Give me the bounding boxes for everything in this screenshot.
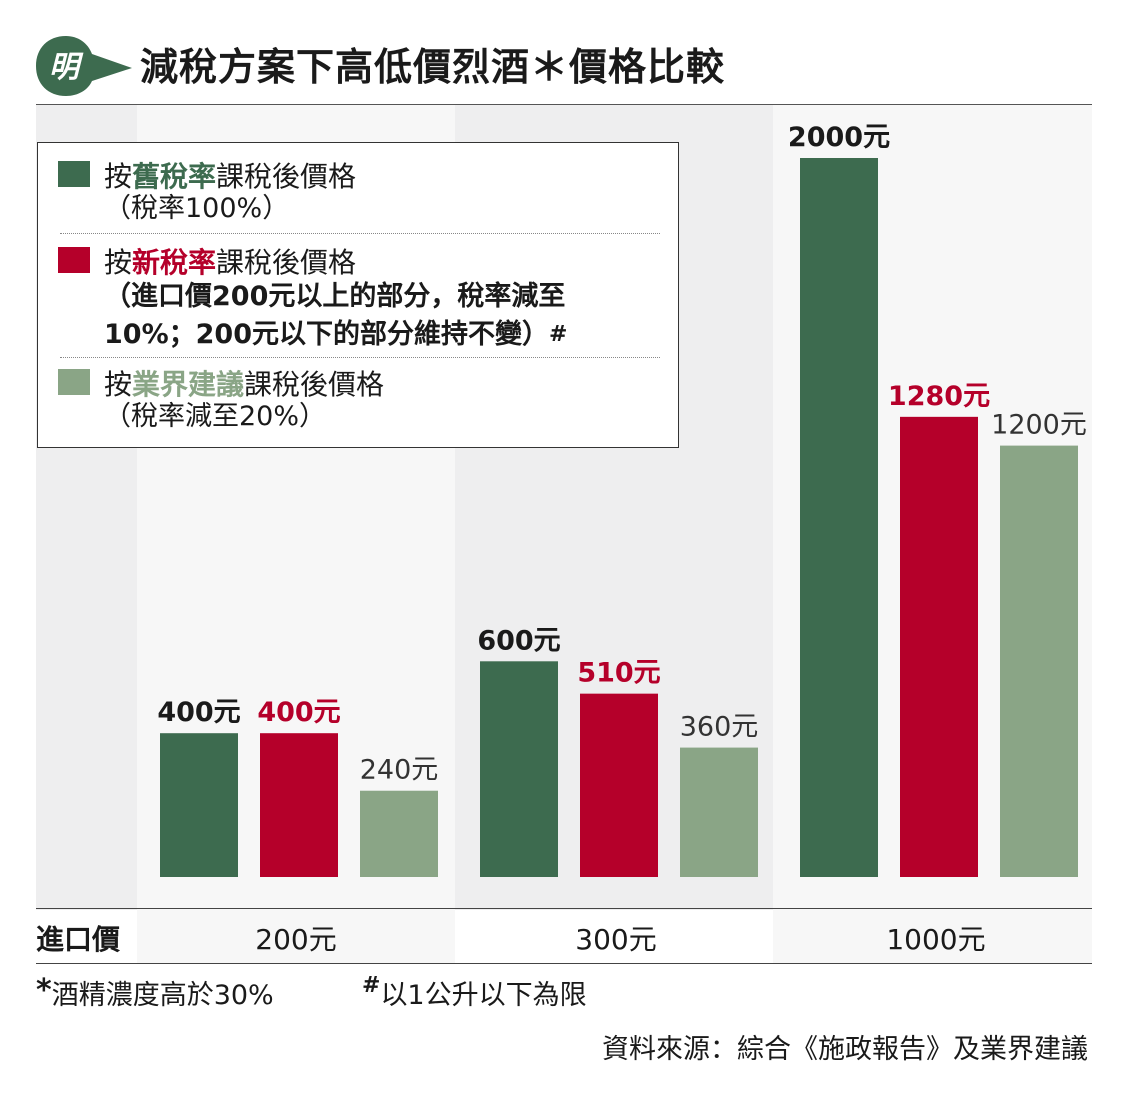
bar-label-s1-c1: 510元	[577, 658, 660, 689]
bar-s1-c0	[260, 733, 338, 877]
mingpao-logo: 明	[36, 36, 132, 96]
speech-bubble-icon	[36, 36, 132, 96]
footnote-volume-text: 以1公升以下為限	[380, 980, 587, 1011]
bar-s2-c1	[680, 747, 758, 877]
bar-label-s0-c0: 400元	[157, 697, 240, 728]
axis-baseline	[36, 908, 1092, 909]
category-label-300: 300元	[575, 923, 657, 956]
legend-note-new-rate-line2: 10%；200元以下的部分維持不變）#	[104, 315, 567, 355]
bar-label-s1-c2: 1280元	[888, 381, 990, 412]
legend-prefix: 按	[104, 368, 133, 401]
logo-char: 明	[49, 50, 84, 85]
bar-label-s0-c2: 2000元	[788, 122, 890, 153]
legend-suffix: 課稅後價格	[216, 246, 357, 279]
bar-s0-c2	[800, 158, 878, 877]
legend-swatch-new-rate	[58, 247, 90, 273]
chart-title: 減稅方案下高低價烈酒＊價格比較	[140, 45, 726, 89]
source-note: 資料來源：綜合《施政報告》及業界建議	[602, 1034, 1088, 1065]
bar-s1-c1	[580, 693, 658, 877]
category-label-200: 200元	[255, 923, 337, 956]
legend-prefix: 按	[104, 160, 133, 193]
legend-heading-old-rate: 按舊稅率課稅後價格	[104, 155, 356, 195]
footnote-alcohol: *酒精濃度高於30%	[36, 973, 274, 1012]
legend-heading-industry: 按業界建議課稅後價格	[104, 363, 384, 403]
category-label-1000: 1000元	[886, 923, 986, 956]
import-price-row-label: 進口價	[36, 923, 121, 956]
asterisk-mark: *	[36, 973, 52, 1008]
bar-label-s0-c1: 600元	[477, 625, 560, 656]
legend: 按舊稅率課稅後價格 （稅率100%） 按新稅率課稅後價格 （進口價200元以上的…	[37, 142, 679, 448]
bar-label-s2-c1: 360元	[680, 712, 759, 743]
legend-note-new-rate-text: 10%；200元以下的部分維持不變）	[104, 319, 549, 350]
title-divider	[36, 104, 1092, 105]
legend-swatch-industry	[58, 369, 90, 395]
bar-s2-c0	[360, 790, 438, 877]
legend-note-industry: （稅率減至20%）	[104, 401, 327, 432]
legend-key-old-rate: 舊稅率	[132, 160, 217, 193]
legend-prefix: 按	[104, 246, 133, 279]
legend-swatch-old-rate	[58, 161, 90, 187]
legend-note-new-rate-line1: （進口價200元以上的部分，稅率減至	[104, 281, 566, 312]
legend-note-old-rate: （稅率100%）	[104, 193, 290, 224]
legend-separator	[60, 357, 660, 358]
bar-s0-c0	[160, 733, 238, 877]
bar-label-s2-c2: 1200元	[991, 410, 1087, 441]
footnote-volume: #以1公升以下為限	[362, 973, 587, 1012]
footnote-alcohol-text: 酒精濃度高於30%	[51, 980, 274, 1011]
bar-s2-c2	[1000, 445, 1078, 877]
bar-s0-c1	[480, 661, 558, 877]
legend-suffix: 課稅後價格	[216, 160, 357, 193]
bars-layer	[160, 158, 1078, 877]
bar-s1-c2	[900, 416, 978, 877]
table-bottom-rule	[36, 963, 1092, 964]
legend-suffix: 課稅後價格	[244, 368, 385, 401]
bar-label-s1-c0: 400元	[257, 697, 340, 728]
hash-mark: #	[362, 973, 381, 998]
legend-separator	[60, 233, 660, 234]
hash-mark: #	[549, 322, 568, 347]
bar-label-s2-c0: 240元	[360, 755, 439, 786]
legend-key-new-rate: 新稅率	[132, 246, 217, 279]
legend-heading-new-rate: 按新稅率課稅後價格	[104, 241, 356, 281]
legend-key-industry: 業界建議	[132, 368, 245, 401]
